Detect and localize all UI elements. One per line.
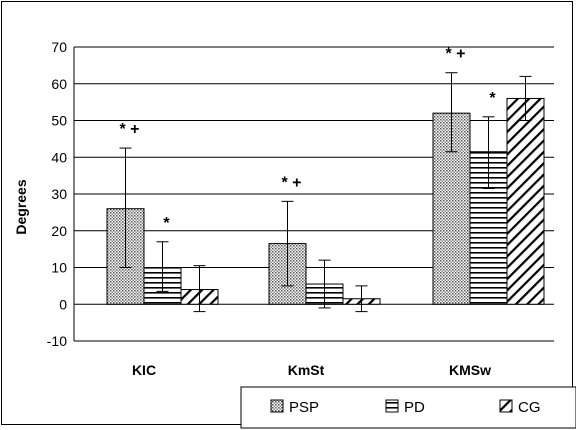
legend-item-cg: CG bbox=[499, 399, 541, 416]
legend-swatch bbox=[385, 399, 399, 413]
significance-marker: * bbox=[489, 90, 496, 107]
error-bar bbox=[355, 285, 368, 313]
bar-cg-kmsw bbox=[506, 97, 545, 305]
significance-markers: * + * + * + * * bbox=[119, 46, 496, 232]
legend-box bbox=[240, 386, 576, 429]
error-bar bbox=[519, 75, 532, 121]
error-bar bbox=[193, 265, 206, 313]
y-tick-label: 70 bbox=[51, 39, 67, 55]
x-category-label: KmSt bbox=[288, 362, 325, 378]
y-tick-label: 60 bbox=[51, 76, 67, 92]
y-tick-label: 50 bbox=[51, 113, 67, 129]
error-bar bbox=[119, 147, 132, 268]
legend-swatch bbox=[270, 399, 284, 413]
y-tick-label: 10 bbox=[51, 260, 67, 276]
legend: PSP PD CG bbox=[240, 386, 576, 429]
error-bar bbox=[281, 200, 294, 287]
significance-marker: * + bbox=[119, 121, 139, 138]
x-category-label: KIC bbox=[132, 362, 156, 378]
legend-item-pd: PD bbox=[385, 399, 425, 416]
y-axis-label: Degrees bbox=[13, 179, 29, 234]
y-tick-label: 20 bbox=[51, 223, 67, 239]
error-bar bbox=[318, 259, 331, 309]
legend-swatch bbox=[499, 399, 513, 413]
legend-label: PD bbox=[404, 399, 425, 416]
error-bar bbox=[445, 72, 458, 153]
significance-marker: * + bbox=[445, 46, 465, 63]
significance-marker: * + bbox=[281, 174, 301, 191]
error-bar bbox=[482, 116, 495, 189]
y-tick-label: 0 bbox=[59, 296, 67, 312]
bar-psp-kmsw bbox=[432, 112, 471, 305]
error-bar bbox=[156, 241, 169, 292]
x-category-label: KMSw bbox=[449, 362, 491, 378]
y-axis-ticks: 70 60 50 40 30 20 10 0 -10 bbox=[47, 39, 67, 349]
y-tick-label: -10 bbox=[47, 333, 67, 349]
legend-label: CG bbox=[518, 399, 541, 416]
x-axis-categories: KIC KmSt KMSw bbox=[132, 362, 491, 378]
y-tick-label: 40 bbox=[51, 149, 67, 165]
legend-item-psp: PSP bbox=[270, 399, 319, 416]
significance-marker: * bbox=[163, 215, 170, 232]
y-tick-label: 30 bbox=[51, 186, 67, 202]
bars bbox=[106, 97, 545, 305]
legend-label: PSP bbox=[289, 399, 319, 416]
error-bars bbox=[119, 72, 532, 313]
